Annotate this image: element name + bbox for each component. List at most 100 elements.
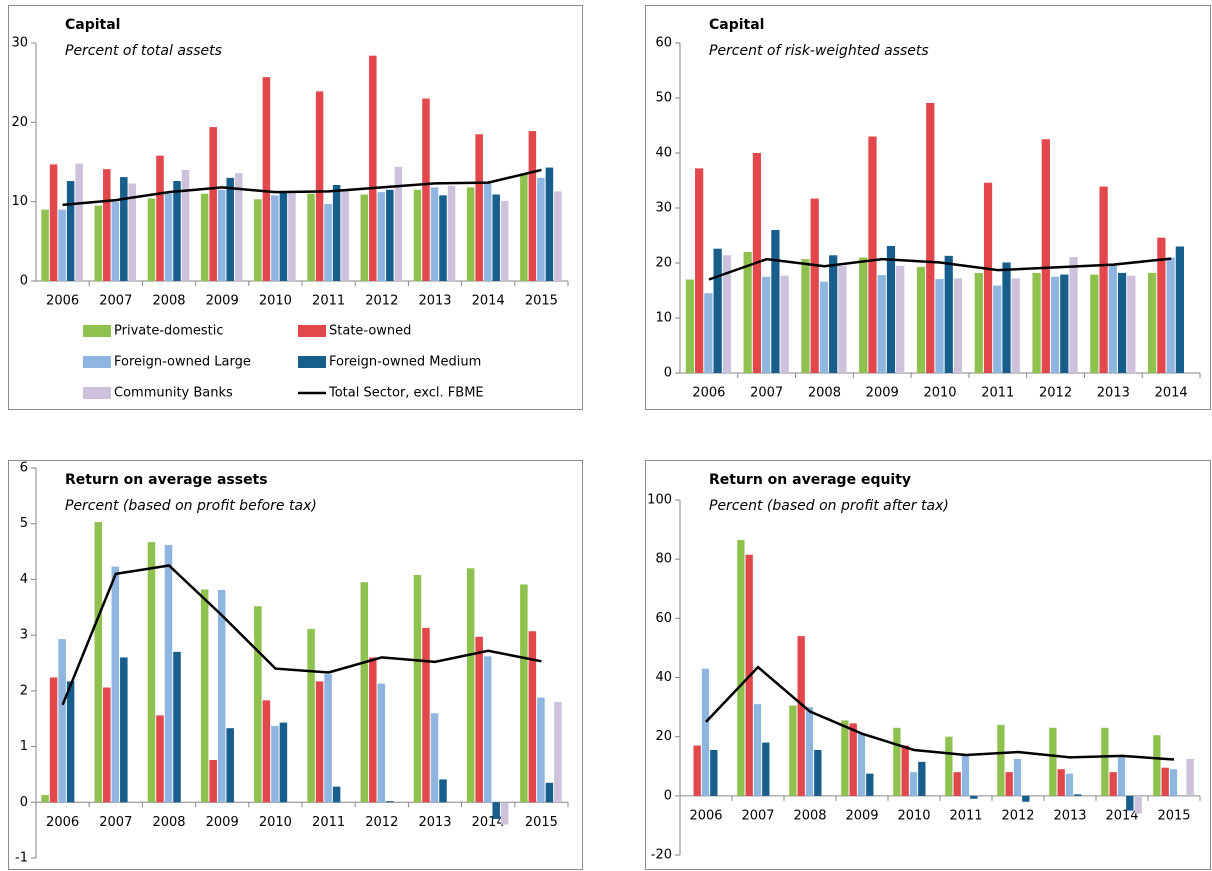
bar xyxy=(829,255,838,373)
bar xyxy=(128,183,137,281)
bar xyxy=(307,193,315,281)
x-tick-label: 2008 xyxy=(152,294,185,309)
x-tick-label: 2007 xyxy=(741,808,774,823)
chart-frame xyxy=(8,5,583,410)
bar xyxy=(762,742,770,796)
bar xyxy=(475,134,483,281)
y-tick-label: 1 xyxy=(20,739,28,754)
x-tick-label: 2007 xyxy=(99,294,132,309)
bar xyxy=(886,245,896,373)
bar xyxy=(993,285,1002,373)
y-tick-label: 20 xyxy=(655,256,672,271)
x-tick-label: 2012 xyxy=(365,815,398,830)
x-tick-label: 2009 xyxy=(206,815,239,830)
bar xyxy=(279,191,288,281)
y-tick-label: 10 xyxy=(11,194,28,209)
y-tick-label: 30 xyxy=(655,201,672,216)
x-tick-label: 2009 xyxy=(866,386,899,401)
bar xyxy=(315,91,324,281)
bar xyxy=(386,189,394,281)
line-series xyxy=(62,168,542,207)
bar xyxy=(360,582,369,803)
x-tick-label: 2014 xyxy=(1105,808,1138,823)
legend-label: Private-domestic xyxy=(114,324,224,339)
bar xyxy=(762,276,771,373)
x-tick-label: 2006 xyxy=(46,294,79,309)
bar xyxy=(200,193,209,281)
y-tick-label: -20 xyxy=(651,848,672,863)
bar xyxy=(693,745,701,796)
bar xyxy=(953,772,961,796)
x-tick-label: 2015 xyxy=(525,294,558,309)
bar xyxy=(164,544,173,803)
y-tick-label: 40 xyxy=(655,146,672,161)
bar xyxy=(254,606,262,803)
bar xyxy=(156,155,164,281)
bar xyxy=(173,651,181,803)
bar xyxy=(1005,772,1013,796)
chart-frame xyxy=(8,460,583,870)
bar xyxy=(94,205,103,281)
bar xyxy=(58,639,66,803)
bar xyxy=(896,265,905,373)
x-tick-label: 2012 xyxy=(1039,386,1072,401)
chart-frame xyxy=(645,460,1211,870)
bar xyxy=(1049,727,1057,796)
bar xyxy=(271,725,279,803)
x-tick-label: 2013 xyxy=(1053,808,1086,823)
bar xyxy=(288,191,296,281)
bar xyxy=(324,204,332,281)
bar xyxy=(439,195,447,281)
bar xyxy=(849,723,857,796)
y-tick-label: 3 xyxy=(20,628,28,643)
bar xyxy=(805,707,814,796)
bar xyxy=(554,702,562,803)
x-tick-label: 2011 xyxy=(981,386,1014,401)
bar xyxy=(945,736,953,796)
x-tick-label: 2013 xyxy=(418,294,451,309)
bar xyxy=(422,98,430,282)
bar xyxy=(1117,757,1126,796)
x-tick-label: 2007 xyxy=(99,815,132,830)
x-tick-label: 2010 xyxy=(259,815,292,830)
bar xyxy=(554,191,562,281)
legend-label: Community Banks xyxy=(114,386,233,401)
bar xyxy=(111,566,120,803)
bar xyxy=(713,248,722,373)
x-tick-label: 2009 xyxy=(206,294,239,309)
bar xyxy=(1057,769,1065,796)
bar xyxy=(226,728,234,803)
x-tick-label: 2015 xyxy=(525,815,558,830)
bar xyxy=(466,568,475,803)
bar xyxy=(1074,794,1082,796)
bar xyxy=(430,713,439,803)
bar xyxy=(360,194,369,281)
bar xyxy=(1099,186,1108,373)
bar xyxy=(103,687,111,803)
bar xyxy=(75,163,83,281)
x-tick-label: 2012 xyxy=(365,294,398,309)
bar xyxy=(1002,262,1011,373)
bar xyxy=(859,257,868,373)
bar xyxy=(226,177,234,281)
y-tick-label: 20 xyxy=(655,729,672,744)
bar xyxy=(413,189,422,281)
bar xyxy=(997,724,1005,796)
bar xyxy=(1161,767,1169,796)
bar xyxy=(147,198,156,281)
bar xyxy=(1022,795,1030,802)
bar xyxy=(475,636,483,803)
bar xyxy=(49,164,58,281)
y-tick-label: 20 xyxy=(11,115,28,130)
y-tick-label: 60 xyxy=(655,611,672,626)
x-tick-label: 2006 xyxy=(692,386,725,401)
x-tick-label: 2007 xyxy=(750,386,783,401)
y-tick-label: 50 xyxy=(655,91,672,106)
bar xyxy=(944,255,953,373)
line-series xyxy=(705,665,1175,761)
y-tick-label: -1 xyxy=(15,851,28,866)
bar xyxy=(1157,237,1166,373)
legend-swatch xyxy=(298,356,326,368)
bar xyxy=(893,727,901,796)
bar xyxy=(94,522,103,803)
